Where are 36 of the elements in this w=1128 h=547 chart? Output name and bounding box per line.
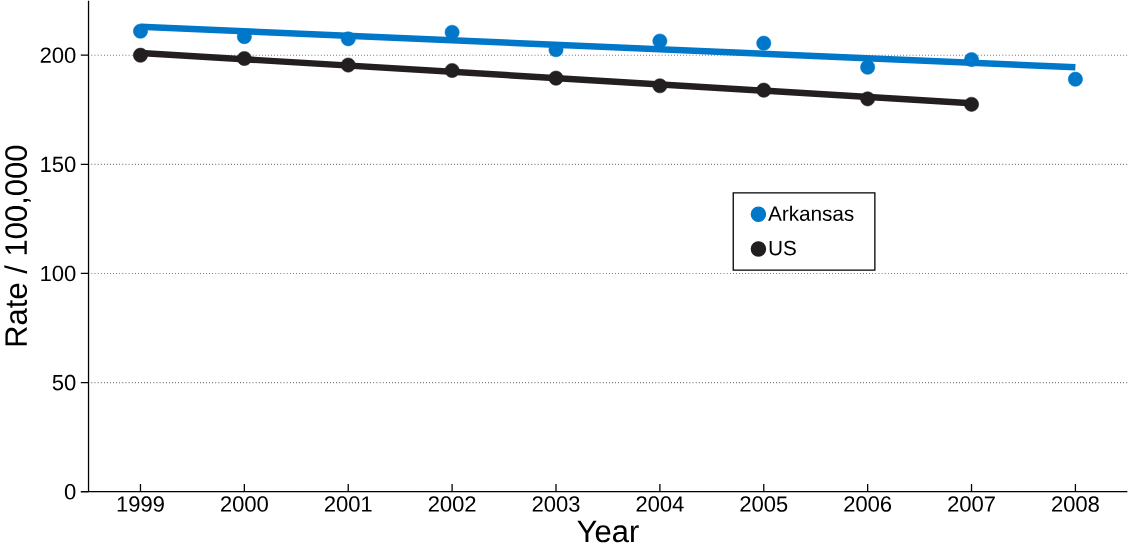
x-tick-label: 2003 bbox=[532, 496, 580, 513]
x-tick-label: 2005 bbox=[740, 496, 788, 513]
x-tick-label: 2001 bbox=[324, 496, 372, 513]
x-tick-label: 2002 bbox=[428, 496, 476, 513]
point bbox=[860, 91, 876, 107]
y-tick-label: 150 bbox=[41, 156, 76, 173]
point bbox=[860, 60, 876, 75]
y-tick-label: 100 bbox=[41, 265, 76, 282]
point bbox=[133, 48, 148, 63]
point bbox=[652, 33, 668, 49]
point bbox=[444, 63, 460, 79]
x-axis-title: Year bbox=[577, 520, 639, 543]
y-tick-label: 50 bbox=[52, 375, 76, 391]
y-tick-label: 0 bbox=[64, 484, 76, 500]
x-tick-label: 2008 bbox=[1052, 496, 1099, 513]
x-tick-label: 2000 bbox=[221, 496, 268, 513]
point bbox=[340, 57, 356, 73]
point bbox=[964, 97, 979, 112]
point bbox=[1068, 72, 1083, 87]
point bbox=[444, 25, 460, 40]
point bbox=[964, 52, 979, 68]
x-tick-label: 1999 bbox=[117, 496, 164, 513]
point bbox=[652, 78, 668, 94]
point bbox=[236, 51, 252, 67]
point bbox=[548, 70, 564, 86]
point bbox=[756, 36, 772, 51]
point bbox=[133, 24, 148, 39]
legend-label: Arkansas bbox=[768, 205, 854, 222]
legend-label: US bbox=[769, 240, 796, 256]
y-tick-label: 200 bbox=[40, 47, 76, 64]
point bbox=[340, 31, 356, 47]
x-tick-label: 2004 bbox=[636, 496, 684, 513]
y-axis-title: Rate / 100,000 bbox=[4, 145, 31, 346]
x-tick-label: 2006 bbox=[844, 496, 892, 513]
point bbox=[756, 82, 772, 98]
x-tick-label: 2007 bbox=[948, 496, 995, 513]
